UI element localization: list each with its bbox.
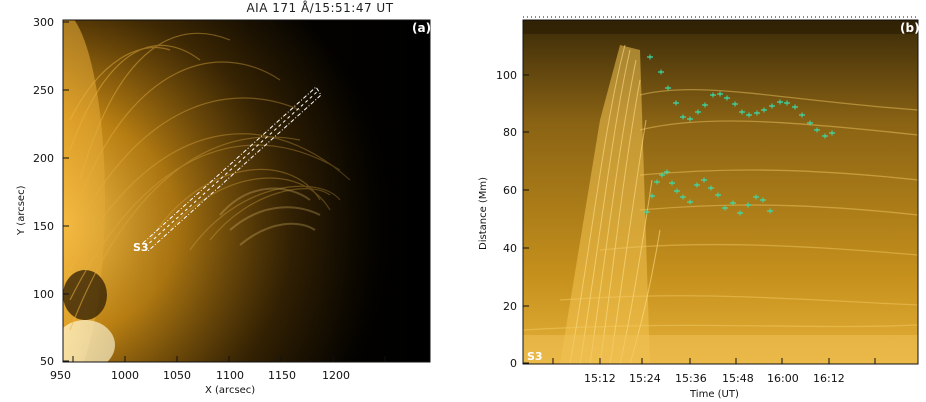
- panel-a-y-tick: 250: [33, 84, 54, 97]
- panel-a-label: (a): [412, 21, 431, 35]
- panel-a-x-tick: 1100: [216, 369, 244, 382]
- panel-b-ticks: [523, 16, 918, 364]
- panel-a-y-tick: 100: [33, 288, 54, 301]
- panel-b-slit-label: S3: [527, 350, 543, 363]
- panel-b-x-tick: 15:12: [584, 372, 616, 385]
- slit-s3-centerline: [144, 90, 319, 248]
- panel-a-title: AIA 171 Å/15:51:47 UT: [246, 1, 394, 15]
- panel-b-x-tick-labels: 15:12 15:24 15:36 15:48 16:00 16:12: [584, 372, 845, 385]
- panel-a-x-axis-title: X (arcsec): [205, 385, 255, 396]
- panel-a-x-tick: 1050: [163, 369, 191, 382]
- panel-b-x-tick: 15:48: [722, 372, 754, 385]
- panel-a-x-tick: 1200: [322, 369, 350, 382]
- panel-b-y-tick: 100: [496, 69, 517, 82]
- panel-b-y-tick-labels: 100 80 60 40 20 0: [496, 69, 517, 370]
- panel-b-y-tick: 40: [503, 242, 517, 255]
- panel-b-y-tick: 20: [503, 300, 517, 313]
- panel-b-x-tick: 16:12: [813, 372, 845, 385]
- panel-b-y-tick: 0: [510, 357, 517, 370]
- panel-a-y-tick-labels: 300 250 200 150 100 50: [33, 16, 54, 368]
- panel-a-frame: [62, 19, 431, 363]
- panel-a-image: [63, 20, 430, 362]
- panel-a-x-tick-labels: 950 1000 1050 1100 1150 1200: [50, 369, 350, 382]
- panel-a-ticks: [63, 21, 386, 362]
- panel-b-x-tick: 16:00: [767, 372, 799, 385]
- panel-a-y-tick: 200: [33, 152, 54, 165]
- panel-a-y-tick: 300: [33, 16, 54, 29]
- panel-b-image: [523, 20, 918, 364]
- panel-a-y-tick: 50: [40, 355, 54, 368]
- panel-b-markers: [644, 54, 835, 216]
- panel-b-x-tick: 15:36: [675, 372, 707, 385]
- panel-b-y-tick: 60: [503, 184, 517, 197]
- panel-a-x-tick: 1000: [111, 369, 139, 382]
- panel-b-y-tick: 80: [503, 126, 517, 139]
- panel-b-x-axis-title: Time (UT): [689, 389, 739, 400]
- panel-b-y-axis-title: Distance (Mm): [478, 177, 489, 250]
- panel-a-y-tick: 150: [33, 220, 54, 233]
- panel-a-x-tick: 1150: [268, 369, 296, 382]
- panel-a-y-axis-title: Y (arcsec): [16, 185, 27, 236]
- panel-b-frame: [522, 19, 919, 365]
- panel-b-label: (b): [900, 21, 920, 35]
- panel-a-slit-label: S3: [133, 241, 149, 254]
- panel-a-x-tick: 950: [50, 369, 71, 382]
- panel-b-x-tick: 15:24: [629, 372, 661, 385]
- slit-s3-outline: [142, 86, 322, 252]
